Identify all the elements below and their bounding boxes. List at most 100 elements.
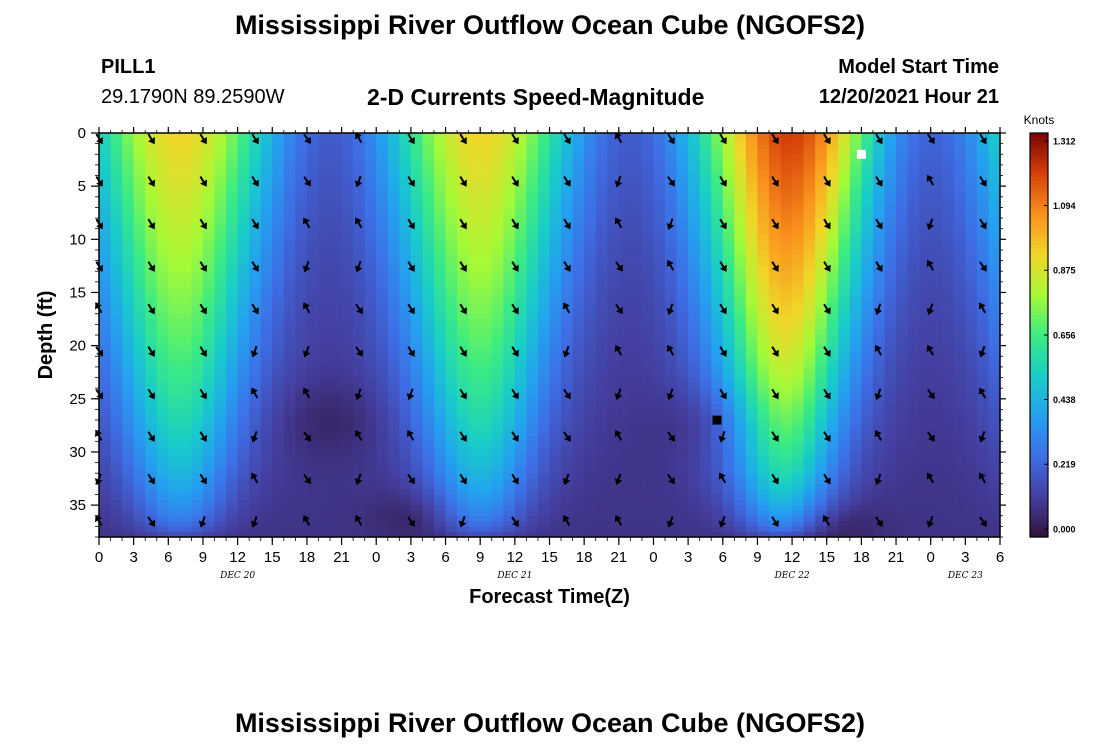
heatmap-cell xyxy=(745,404,759,411)
heatmap-cell xyxy=(318,515,331,522)
heatmap-cell xyxy=(260,133,273,139)
heatmap-cell xyxy=(526,196,539,203)
heatmap-cell xyxy=(618,451,631,458)
heatmap-cell xyxy=(653,228,666,235)
heatmap-cell xyxy=(734,138,747,145)
heatmap-cell xyxy=(364,489,377,496)
heatmap-cell xyxy=(99,361,112,368)
heatmap-cell xyxy=(676,186,689,193)
heatmap-cell xyxy=(526,531,539,538)
heatmap-cell xyxy=(226,515,239,522)
heatmap-cell xyxy=(306,287,320,294)
heatmap-cell xyxy=(792,436,805,442)
heatmap-cell xyxy=(422,377,435,384)
heatmap-cell xyxy=(422,287,435,294)
heatmap-cell xyxy=(376,531,389,538)
heatmap-cell xyxy=(734,478,747,485)
heatmap-cell xyxy=(179,223,193,230)
heatmap-cell xyxy=(249,196,262,203)
heatmap-cell xyxy=(226,154,239,161)
heatmap-cell xyxy=(179,510,193,517)
heatmap-cell xyxy=(595,303,608,310)
heatmap-cell xyxy=(179,446,193,453)
heatmap-cell xyxy=(156,430,169,437)
heatmap-cell xyxy=(457,388,470,395)
heatmap-cell xyxy=(503,196,516,203)
heatmap-cell xyxy=(526,255,539,262)
heatmap-cell xyxy=(734,308,747,315)
heatmap-cell xyxy=(237,249,250,256)
heatmap-cell xyxy=(249,446,262,453)
heatmap-cell xyxy=(422,143,435,150)
heatmap-cell xyxy=(803,404,816,411)
heatmap-cell xyxy=(607,234,620,240)
heatmap-cell xyxy=(757,223,770,230)
heatmap-cell xyxy=(168,404,181,411)
heatmap-cell xyxy=(330,143,343,150)
heatmap-cell xyxy=(688,420,701,426)
heatmap-cell xyxy=(179,281,193,288)
heatmap-cell xyxy=(734,218,747,224)
heatmap-cell xyxy=(122,138,135,145)
heatmap-cell xyxy=(399,148,412,155)
heatmap-cell xyxy=(237,409,250,416)
heatmap-cell xyxy=(399,340,412,347)
heatmap-cell xyxy=(699,404,712,411)
heatmap-cell xyxy=(711,515,724,522)
heatmap-cell xyxy=(815,313,828,320)
heatmap-cell xyxy=(179,425,193,432)
heatmap-cell xyxy=(849,393,862,400)
heatmap-cell xyxy=(422,505,435,512)
heatmap-cell xyxy=(584,303,597,310)
heatmap-cell xyxy=(168,494,181,501)
heatmap-cell xyxy=(630,494,643,501)
heatmap-cell xyxy=(318,159,331,166)
heatmap-cell xyxy=(318,138,331,145)
heatmap-cell xyxy=(630,218,643,224)
heatmap-cell xyxy=(653,425,666,432)
heatmap-cell xyxy=(757,138,770,145)
heatmap-cell xyxy=(826,154,839,161)
heatmap-cell xyxy=(803,489,816,496)
heatmap-cell xyxy=(641,473,655,480)
heatmap-cell xyxy=(202,457,216,464)
heatmap-cell xyxy=(226,180,239,187)
heatmap-cell xyxy=(353,526,366,533)
heatmap-cell xyxy=(306,207,320,214)
heatmap-cell xyxy=(792,303,805,310)
heatmap-cell xyxy=(607,526,620,533)
heatmap-cell xyxy=(272,265,285,272)
heatmap-cell xyxy=(838,303,851,310)
heatmap-cell xyxy=(641,420,655,426)
heatmap-cell xyxy=(226,281,239,288)
heatmap-cell xyxy=(607,143,620,150)
heatmap-cell xyxy=(306,436,320,442)
heatmap-cell xyxy=(491,515,504,522)
heatmap-cell xyxy=(214,478,227,485)
heatmap-cell xyxy=(549,319,562,325)
heatmap-cell xyxy=(260,281,273,288)
heatmap-cell xyxy=(122,148,135,155)
heatmap-cell xyxy=(410,430,424,437)
heatmap-cell xyxy=(607,377,620,384)
heatmap-cell xyxy=(653,340,666,347)
heatmap-cell xyxy=(110,297,123,304)
heatmap-cell xyxy=(514,350,527,357)
heatmap-cell xyxy=(641,329,655,336)
heatmap-cell xyxy=(803,335,816,341)
heatmap-cell xyxy=(122,249,135,256)
heatmap-cell xyxy=(480,436,493,442)
heatmap-cell xyxy=(202,510,216,517)
heatmap-cell xyxy=(341,164,354,171)
heatmap-cell xyxy=(792,526,805,533)
heatmap-cell xyxy=(688,159,701,166)
heatmap-cell xyxy=(168,499,181,506)
heatmap-cell xyxy=(168,319,181,325)
heatmap-cell xyxy=(122,239,135,246)
heatmap-cell xyxy=(537,164,551,171)
heatmap-cell xyxy=(826,361,839,368)
heatmap-cell xyxy=(156,202,169,209)
heatmap-cell xyxy=(688,164,701,171)
heatmap-cell xyxy=(249,234,262,240)
heatmap-cell xyxy=(688,521,701,527)
